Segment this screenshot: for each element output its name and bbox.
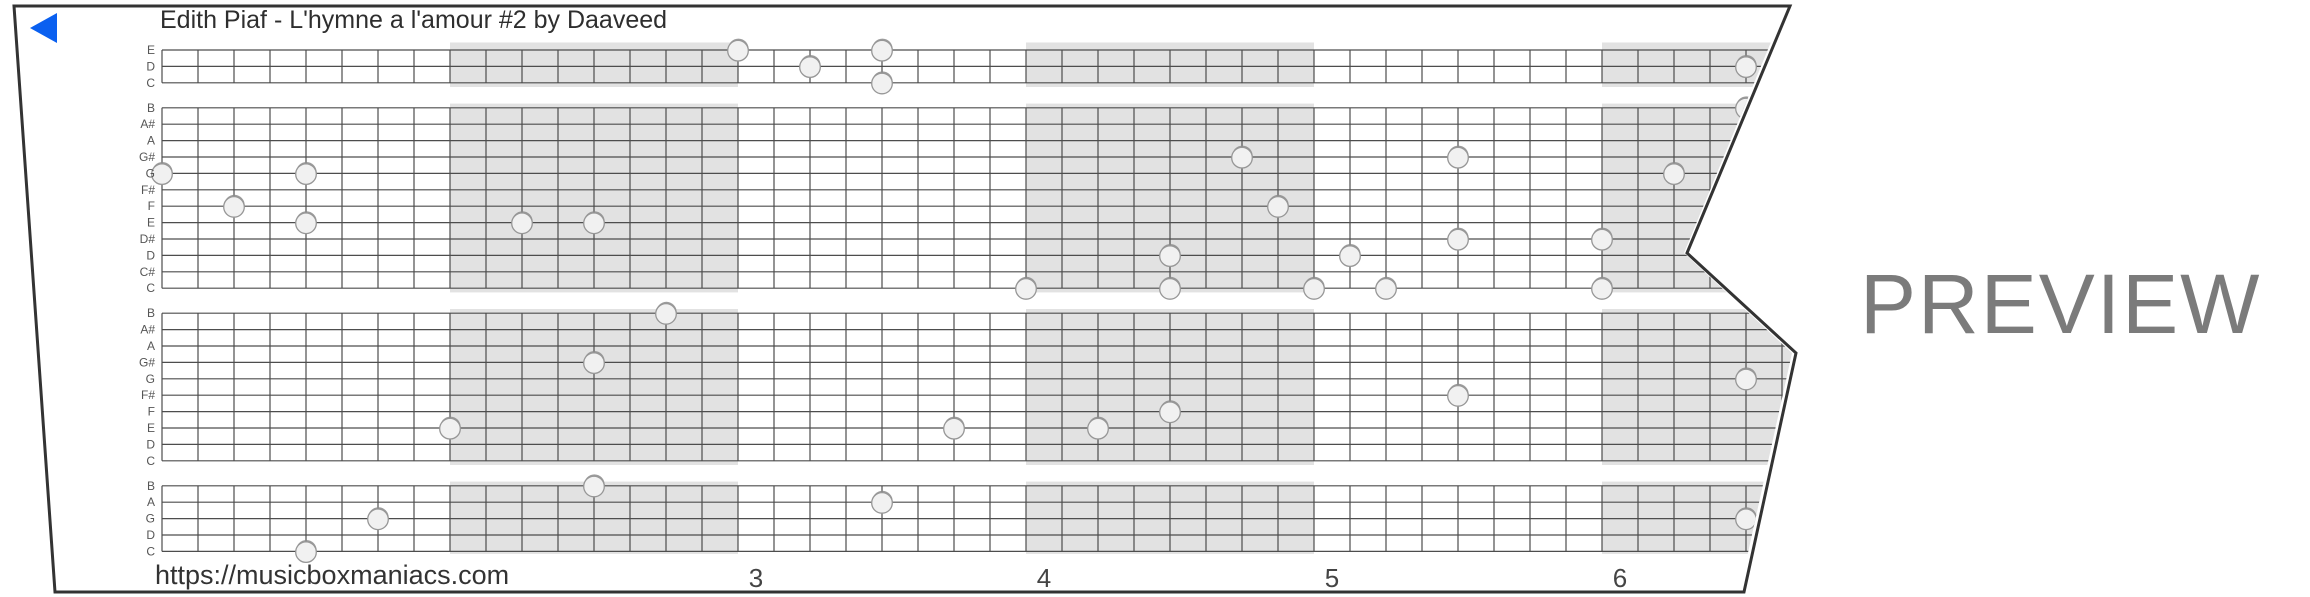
pitch-label: G: [146, 372, 155, 386]
pitch-label: B: [147, 479, 155, 493]
note-hole: [1231, 146, 1253, 169]
measure-number: 5: [1325, 563, 1339, 593]
measure-number: 3: [749, 563, 763, 593]
note-hole: [1087, 417, 1109, 440]
note-hole: [655, 302, 677, 325]
note-hole: [1735, 508, 1757, 531]
pitch-label: C#: [140, 265, 156, 279]
measure-number: 4: [1037, 563, 1051, 593]
note-hole: [511, 212, 533, 235]
pitch-label: D: [146, 437, 155, 451]
pitch-label: G#: [139, 150, 155, 164]
note-hole: [583, 212, 605, 235]
pitch-label: C: [146, 454, 155, 468]
preview-watermark: PREVIEW: [1860, 257, 2262, 351]
note-hole: [439, 417, 461, 440]
pitch-label: D: [146, 528, 155, 542]
pitch-label: C: [146, 281, 155, 295]
pitch-label: B: [147, 306, 155, 320]
strip-outline: [12, 4, 1798, 594]
note-hole: [1303, 277, 1325, 300]
note-hole: [1447, 228, 1469, 251]
note-hole: [223, 195, 245, 218]
note-hole: [871, 72, 893, 95]
note-hole: [1663, 163, 1685, 186]
measure-number: 6: [1613, 563, 1627, 593]
note-hole: [295, 541, 317, 564]
pitch-label: F: [148, 199, 155, 213]
pitch-label: C: [146, 76, 155, 90]
note-hole: [1735, 56, 1757, 79]
pitch-label: A#: [140, 117, 155, 131]
strip-grid: [151, 38, 1792, 564]
pitch-label: A#: [140, 323, 155, 337]
play-button[interactable]: [30, 13, 57, 43]
note-hole: [1015, 277, 1037, 300]
pitch-label: A: [147, 495, 155, 509]
note-hole: [295, 163, 317, 186]
pitch-label: G: [146, 166, 155, 180]
note-hole: [871, 39, 893, 62]
pitch-label: F: [148, 405, 155, 419]
note-hole: [871, 491, 893, 514]
pitch-label: D: [146, 59, 155, 73]
note-hole: [367, 508, 389, 531]
pitch-label: E: [147, 43, 155, 57]
pitch-label: F#: [141, 183, 155, 197]
pitch-label: A: [147, 134, 155, 148]
note-hole: [1375, 277, 1397, 300]
note-hole: [1447, 384, 1469, 407]
note-hole: [727, 39, 749, 62]
strip-title: Edith Piaf - L'hymne a l'amour #2 by Daa…: [160, 6, 668, 34]
pitch-label: E: [147, 421, 155, 435]
note-hole: [1447, 146, 1469, 169]
note-hole: [1159, 277, 1181, 300]
site-url-text: https://musicboxmaniacs.com: [155, 560, 510, 590]
pitch-label: G#: [139, 355, 155, 369]
pitch-label: G: [146, 512, 155, 526]
note-hole: [1159, 245, 1181, 268]
note-hole: [799, 56, 821, 79]
measure-shading-band: [1602, 309, 1792, 465]
pitch-label: B: [147, 101, 155, 115]
note-hole: [583, 352, 605, 375]
note-hole: [1339, 245, 1361, 268]
pitch-label: C: [146, 544, 155, 558]
note-hole: [1591, 228, 1613, 251]
pitch-label: D#: [140, 232, 156, 246]
note-hole: [1159, 401, 1181, 424]
pitch-label: E: [147, 216, 155, 230]
pitch-label: D: [146, 248, 155, 262]
pitch-label: F#: [141, 388, 155, 402]
measure-shading-band: [1602, 103, 1792, 293]
note-hole: [1735, 368, 1757, 391]
note-hole: [943, 417, 965, 440]
pitch-label: A: [147, 339, 155, 353]
note-hole: [583, 475, 605, 498]
note-hole: [295, 212, 317, 235]
note-hole: [151, 163, 173, 186]
note-hole: [1591, 277, 1613, 300]
note-hole: [1267, 195, 1289, 218]
